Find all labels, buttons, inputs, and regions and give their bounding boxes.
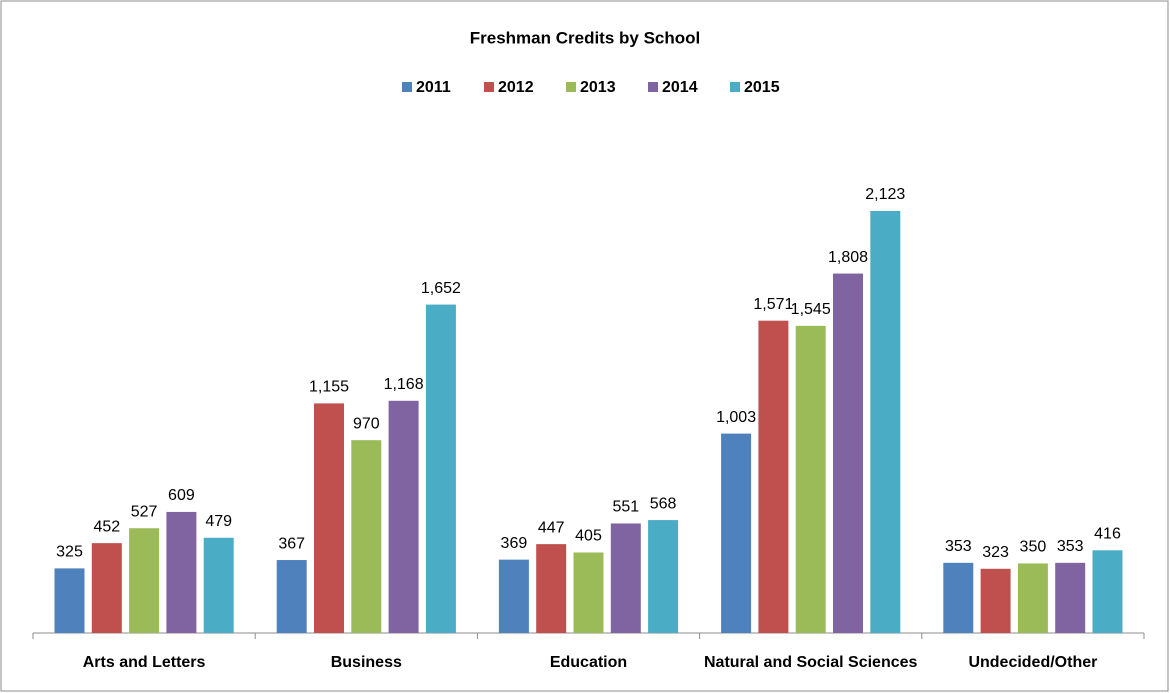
bar (980, 568, 1011, 633)
data-label: 2,123 (865, 186, 905, 203)
bar (758, 320, 789, 633)
bar (166, 511, 197, 633)
legend-label: 2011 (416, 79, 451, 96)
legend-swatch (648, 82, 658, 92)
data-label: 568 (650, 495, 677, 512)
data-label: 416 (1094, 526, 1121, 543)
legend-swatch (730, 82, 740, 92)
bar (351, 440, 382, 633)
data-label: 350 (1020, 539, 1047, 556)
data-label: 1,003 (716, 409, 756, 426)
bar (276, 560, 307, 633)
bar (91, 543, 122, 633)
x-tick-label: Undecided/Other (968, 654, 1097, 671)
bar (425, 304, 456, 633)
data-label: 1,168 (384, 376, 424, 393)
legend-label: 2014 (662, 79, 698, 96)
bar (536, 544, 567, 633)
bar (129, 528, 160, 633)
legend-swatch (484, 82, 494, 92)
chart-title: Freshman Credits by School (470, 28, 701, 47)
legend-swatch (566, 82, 576, 92)
data-label: 1,545 (791, 301, 831, 318)
bar (870, 210, 901, 633)
data-label: 325 (56, 544, 83, 561)
data-label: 479 (205, 513, 232, 530)
data-label: 353 (1057, 538, 1084, 555)
data-label: 452 (93, 518, 120, 535)
bar (498, 559, 529, 633)
data-label: 353 (945, 538, 972, 555)
data-label: 1,652 (421, 280, 461, 297)
legend-label: 2015 (744, 79, 780, 96)
bar (721, 433, 752, 633)
x-tick-label: Arts and Letters (83, 654, 206, 671)
data-label: 367 (278, 535, 305, 552)
bar (573, 552, 604, 633)
data-label: 609 (168, 487, 195, 504)
x-tick-label: Education (550, 654, 627, 671)
bar (833, 273, 863, 633)
data-label: 323 (982, 544, 1009, 561)
bar (648, 520, 679, 633)
bar (943, 562, 974, 633)
data-label: 1,808 (828, 249, 868, 266)
data-label: 447 (538, 519, 565, 536)
x-tick-label: Business (331, 654, 402, 671)
data-label: 527 (131, 503, 158, 520)
data-label: 369 (501, 535, 528, 552)
bar (314, 403, 344, 633)
bar (1092, 550, 1123, 633)
bar (388, 400, 419, 633)
bar (1017, 563, 1048, 633)
data-label: 405 (575, 528, 602, 545)
data-label: 1,155 (309, 379, 349, 396)
legend-label: 2013 (580, 79, 616, 96)
bar (795, 325, 826, 633)
data-label: 551 (612, 499, 639, 516)
legend-swatch (402, 82, 412, 92)
x-tick-label: Natural and Social Sciences (704, 654, 918, 671)
data-label: 1,571 (753, 296, 793, 313)
bar (203, 537, 234, 633)
bar (610, 523, 641, 633)
bar (1055, 562, 1086, 633)
legend-label: 2012 (498, 79, 534, 96)
bar (54, 568, 85, 633)
data-label: 970 (353, 415, 380, 432)
